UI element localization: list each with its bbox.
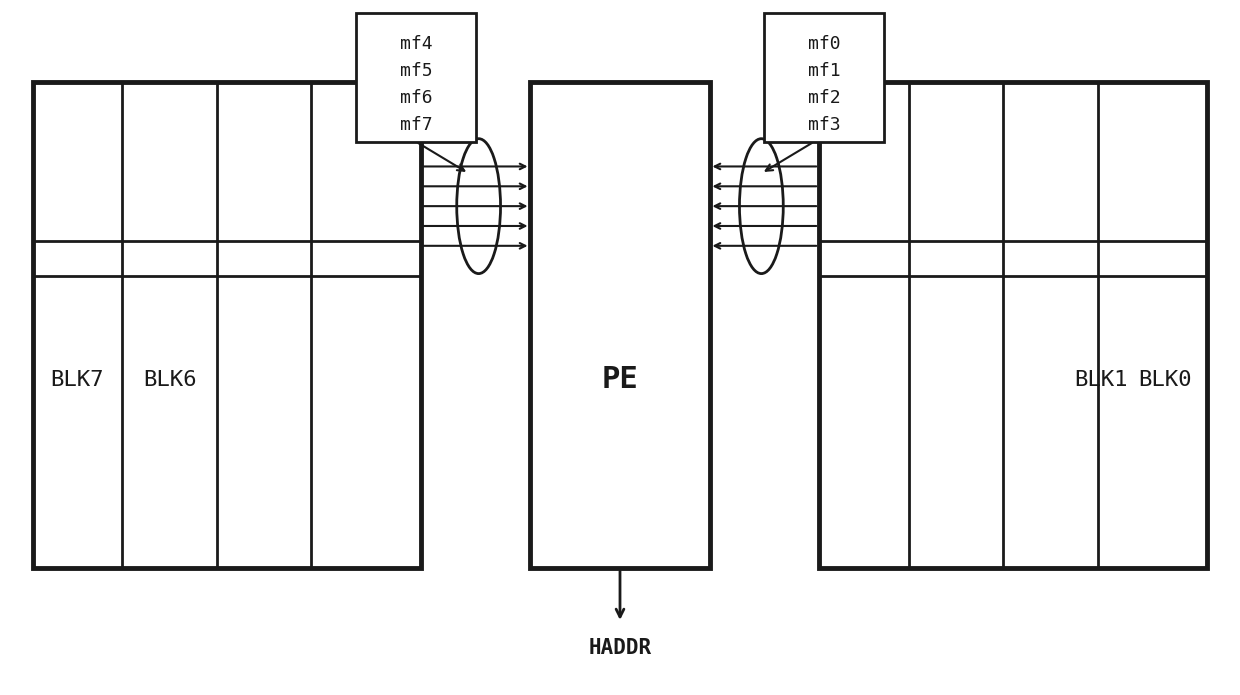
Text: mf4: mf4 (399, 35, 433, 54)
Text: mf2: mf2 (807, 89, 841, 107)
Text: BLK0: BLK0 (1138, 370, 1192, 390)
Bar (356, 13, 476, 142)
Bar (764, 13, 884, 142)
Text: mf7: mf7 (399, 116, 433, 134)
Text: mf1: mf1 (807, 63, 841, 80)
Text: PE: PE (601, 366, 639, 394)
Text: BLK6: BLK6 (144, 370, 197, 390)
Text: mf5: mf5 (399, 63, 433, 80)
Text: mf6: mf6 (399, 89, 433, 107)
Ellipse shape (739, 139, 784, 274)
Text: mf3: mf3 (807, 116, 841, 134)
Bar (531, 82, 709, 569)
Bar (820, 82, 1208, 569)
Text: BLK1: BLK1 (1074, 370, 1127, 390)
Ellipse shape (456, 139, 501, 274)
Text: BLK7: BLK7 (51, 370, 104, 390)
Text: mf0: mf0 (807, 35, 841, 54)
Bar (32, 82, 420, 569)
Text: HADDR: HADDR (589, 637, 651, 657)
